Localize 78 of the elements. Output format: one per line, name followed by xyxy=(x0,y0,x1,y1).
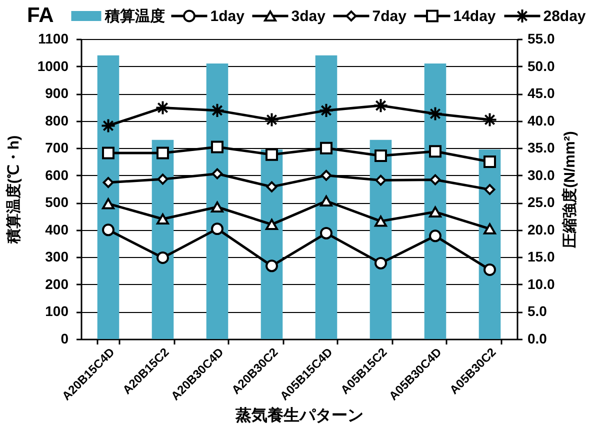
point xyxy=(211,140,224,154)
bar xyxy=(424,64,446,339)
y2-tick-label: 20.0 xyxy=(528,221,555,238)
point xyxy=(156,251,169,264)
y2-tick-label: 50.0 xyxy=(528,58,555,74)
y2-tick-label: 55.0 xyxy=(528,30,555,46)
y-tick-label: 0 xyxy=(60,330,69,346)
point xyxy=(155,100,170,116)
y2-tick-label: 25.0 xyxy=(528,194,555,210)
point xyxy=(102,198,114,210)
y-tick-label: 700 xyxy=(45,140,69,156)
point xyxy=(210,102,225,118)
point xyxy=(266,181,278,192)
point xyxy=(264,112,280,128)
point xyxy=(266,148,278,161)
point xyxy=(374,256,387,270)
point xyxy=(102,224,114,236)
y2-tick-label: 30.0 xyxy=(528,166,555,183)
y2-tick-label: 40.0 xyxy=(528,112,555,128)
point xyxy=(374,149,387,162)
point xyxy=(156,213,169,225)
point xyxy=(429,206,442,218)
y-tick-label: 800 xyxy=(45,112,69,128)
point xyxy=(428,106,443,122)
point xyxy=(320,142,332,154)
point xyxy=(102,146,114,160)
y2-tick-label: 0.0 xyxy=(528,330,548,346)
point xyxy=(375,174,386,186)
y2-axis-title: 圧縮強度(N/mm²) xyxy=(560,131,579,249)
legend-label: 積算温度 xyxy=(104,7,166,25)
point xyxy=(212,168,223,180)
y-tick-label: 400 xyxy=(45,221,69,238)
y-tick-label: 200 xyxy=(45,276,69,292)
point xyxy=(373,98,388,114)
point xyxy=(211,222,224,236)
point xyxy=(157,174,168,185)
y2-tick-label: 45.0 xyxy=(528,85,555,102)
point xyxy=(374,216,387,227)
point xyxy=(484,184,496,196)
y-tick-label: 1000 xyxy=(37,58,69,74)
point xyxy=(102,176,114,188)
y2-tick-label: 10.0 xyxy=(528,276,555,292)
point xyxy=(100,118,116,134)
point xyxy=(320,170,332,181)
point xyxy=(266,260,278,272)
y-tick-label: 100 xyxy=(45,303,69,320)
point xyxy=(484,155,496,168)
legend-label: 3day xyxy=(291,8,326,25)
legend-label: 28day xyxy=(543,8,586,25)
point xyxy=(320,195,332,207)
bar xyxy=(97,55,120,339)
y-tick-label: 500 xyxy=(45,194,69,210)
y-axis-title: 積算温度(℃・h) xyxy=(4,135,22,245)
point xyxy=(484,263,496,276)
y-tick-label: 900 xyxy=(45,85,69,102)
point xyxy=(482,112,498,128)
chart-title: FA xyxy=(27,4,54,27)
legend-label: 14day xyxy=(453,8,496,25)
point xyxy=(211,201,224,213)
bar xyxy=(315,55,338,339)
point xyxy=(266,218,278,230)
y2-tick-label: 35.0 xyxy=(528,140,555,156)
point xyxy=(430,174,441,186)
y-tick-label: 300 xyxy=(45,248,69,265)
y2-tick-label: 5.0 xyxy=(528,303,548,320)
point xyxy=(156,146,169,160)
legend-label: 1day xyxy=(210,8,246,25)
point xyxy=(320,226,332,240)
point xyxy=(429,230,442,242)
bar xyxy=(370,140,392,339)
point xyxy=(429,145,442,158)
point xyxy=(484,223,496,234)
y-tick-label: 600 xyxy=(45,166,69,183)
x-axis-title: 蒸気養生パターン xyxy=(234,406,364,424)
point xyxy=(318,102,334,118)
legend-label: 7day xyxy=(372,8,408,25)
y2-tick-label: 15.0 xyxy=(528,248,555,265)
y-tick-label: 1100 xyxy=(38,30,69,46)
